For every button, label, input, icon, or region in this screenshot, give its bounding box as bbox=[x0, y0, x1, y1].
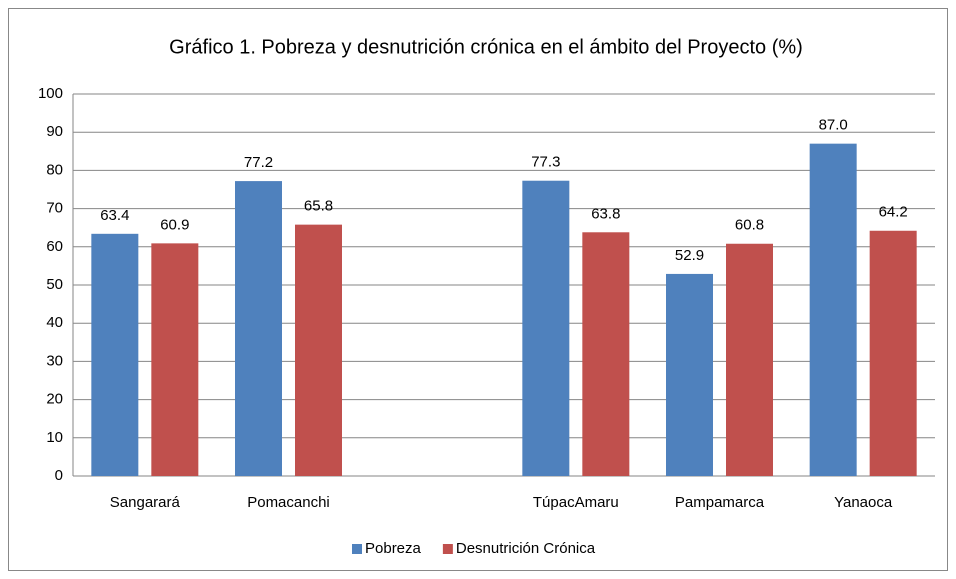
x-tick-label: Sangarará bbox=[110, 494, 181, 511]
legend-label: Pobreza bbox=[365, 540, 422, 557]
y-tick-label: 0 bbox=[55, 467, 63, 484]
y-tick-label: 100 bbox=[38, 85, 63, 102]
legend-swatch bbox=[352, 544, 362, 554]
value-label: 87.0 bbox=[819, 117, 848, 134]
bar bbox=[522, 180, 570, 477]
bar bbox=[809, 143, 857, 476]
y-tick-label: 70 bbox=[46, 200, 63, 217]
value-label: 63.8 bbox=[591, 205, 620, 222]
bar bbox=[869, 230, 917, 476]
value-label: 77.2 bbox=[244, 154, 273, 171]
value-label: 65.8 bbox=[304, 198, 333, 215]
x-tick-label: TúpacAmaru bbox=[533, 494, 619, 511]
chart-frame bbox=[8, 8, 948, 571]
y-tick-label: 40 bbox=[46, 314, 63, 331]
value-label: 63.4 bbox=[100, 207, 129, 224]
value-label: 64.2 bbox=[879, 204, 908, 221]
y-tick-label: 20 bbox=[46, 391, 63, 408]
y-tick-label: 60 bbox=[46, 238, 63, 255]
y-tick-label: 80 bbox=[46, 161, 63, 178]
bar bbox=[582, 232, 630, 476]
y-tick-label: 30 bbox=[46, 352, 63, 369]
value-label: 52.9 bbox=[675, 247, 704, 264]
x-tick-label: Pomacanchi bbox=[247, 494, 330, 511]
value-label: 77.3 bbox=[531, 154, 560, 171]
bar bbox=[295, 224, 342, 476]
y-tick-label: 90 bbox=[46, 123, 63, 140]
value-label: 60.9 bbox=[160, 216, 189, 233]
x-tick-label: Pampamarca bbox=[675, 494, 765, 511]
bar bbox=[91, 233, 139, 476]
y-tick-label: 50 bbox=[46, 276, 63, 293]
bar bbox=[235, 181, 282, 476]
chart-title: Gráfico 1. Pobreza y desnutrición crónic… bbox=[169, 36, 803, 58]
y-tick-label: 10 bbox=[46, 429, 63, 446]
bar bbox=[666, 273, 713, 476]
bar bbox=[151, 243, 199, 476]
value-label: 60.8 bbox=[735, 217, 764, 234]
x-tick-label: Yanaoca bbox=[834, 494, 893, 511]
legend-label: Desnutrición Crónica bbox=[456, 540, 596, 557]
legend-swatch bbox=[442, 544, 453, 554]
bar bbox=[726, 243, 773, 476]
